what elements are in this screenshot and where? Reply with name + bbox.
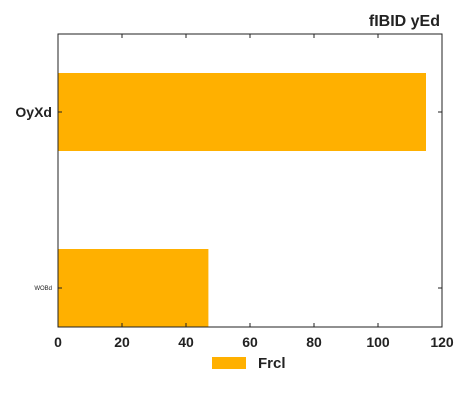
legend: Frcl (212, 355, 286, 372)
x-tick-label: 40 (178, 334, 194, 350)
bar-oyxd (58, 73, 426, 151)
legend-label: Frcl (258, 355, 286, 372)
x-tick-label: 80 (306, 334, 322, 350)
bars-group (58, 73, 426, 327)
x-tick-label: 60 (242, 334, 258, 350)
chart-title: fIBID yEd (369, 13, 440, 30)
y-tick-label-oyxd: OyXd (15, 104, 52, 120)
y-axis: OyXd WOBd (15, 104, 442, 292)
x-axis: 0 20 40 60 80 100 120 (54, 34, 454, 350)
x-tick-label: 0 (54, 334, 62, 350)
bar-wobd (58, 249, 209, 327)
x-tick-label: 20 (114, 334, 130, 350)
legend-swatch (212, 357, 246, 369)
x-tick-label: 100 (366, 334, 390, 350)
x-tick-label: 120 (430, 334, 454, 350)
y-tick-label-wobd: WOBd (34, 286, 52, 292)
